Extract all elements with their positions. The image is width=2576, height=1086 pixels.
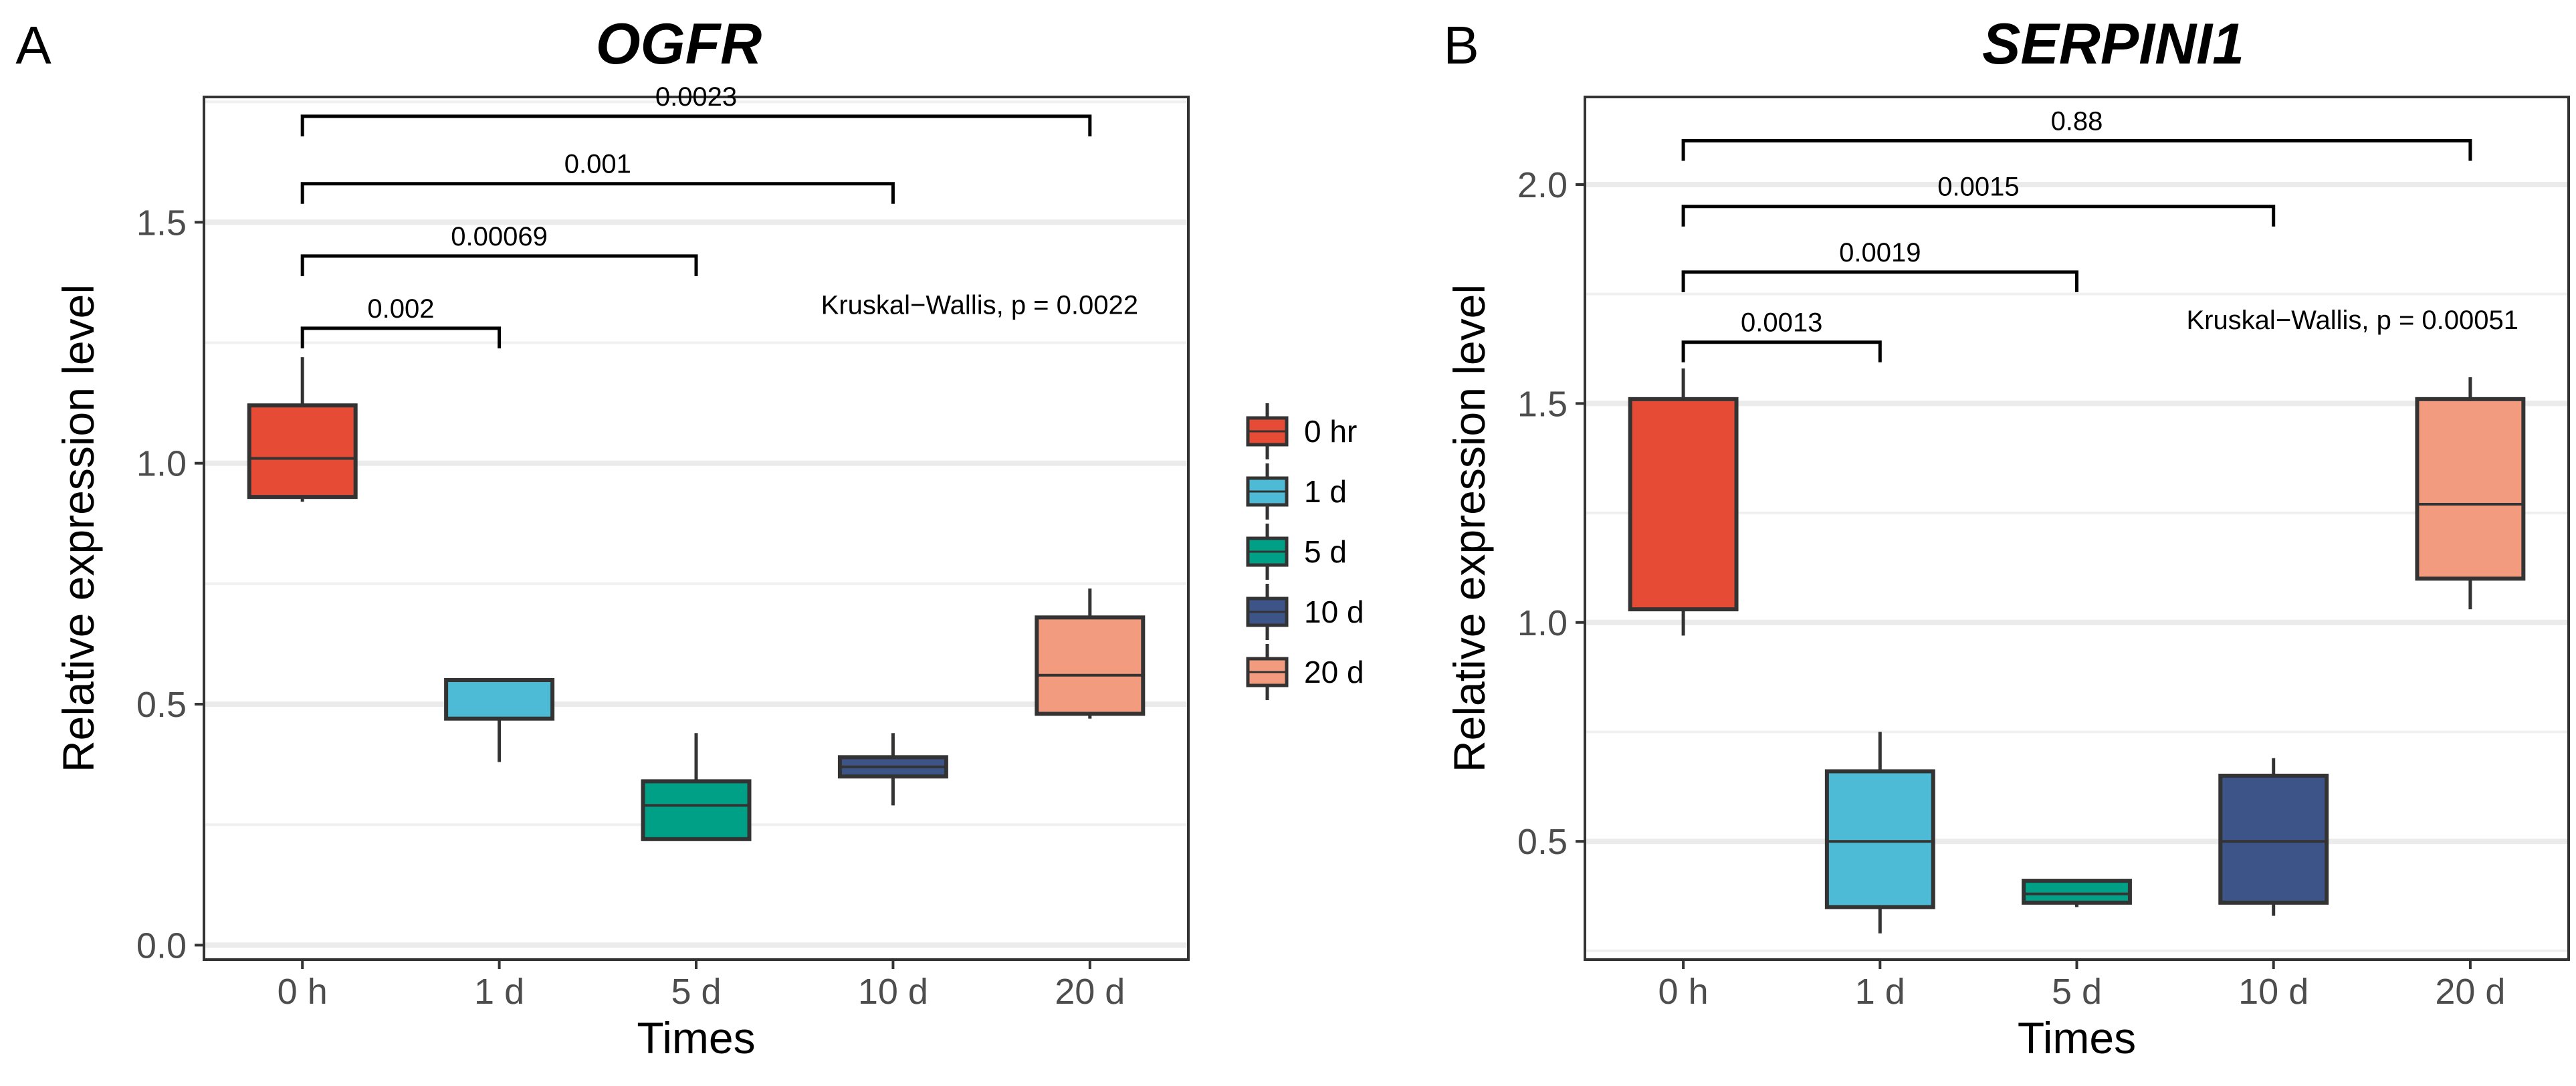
legend-item: 20 d	[1246, 644, 1364, 700]
x-tick-label: 0 h	[1658, 972, 1709, 1012]
boxplot-10-d	[837, 733, 948, 806]
y-tick-label: 1.0	[136, 444, 187, 484]
x-tick-label: 5 d	[671, 972, 721, 1012]
box	[2415, 397, 2526, 581]
box	[641, 779, 752, 841]
box	[247, 403, 358, 500]
legend-item: 5 d	[1246, 524, 1347, 580]
legend-item: 10 d	[1246, 584, 1364, 640]
boxplot-20-d	[1035, 588, 1146, 719]
boxplot-0-h	[1628, 368, 1739, 636]
x-tick-label: 1 d	[1855, 972, 1905, 1012]
x-tick-label: 5 d	[2052, 972, 2102, 1012]
box	[1628, 397, 1739, 612]
boxplot-5-d	[641, 733, 752, 841]
panel-letter: B	[1443, 15, 1479, 75]
y-tick-label: 1.5	[1517, 384, 1568, 424]
test-label: Kruskal−Wallis, p = 0.00051	[2186, 306, 2518, 335]
y-tick-label: 1.0	[1517, 603, 1568, 643]
chart-title: OGFR	[596, 12, 762, 76]
significance-bracket	[300, 254, 698, 276]
y-axis-label: Relative expression level	[53, 284, 103, 772]
x-tick-label: 10 d	[858, 972, 928, 1012]
legend-label: 10 d	[1304, 594, 1364, 629]
box	[1824, 769, 1935, 909]
y-tick-label: 2.0	[1517, 165, 1568, 205]
significance-label: 0.0015	[1937, 173, 2019, 202]
y-tick-label: 1.5	[136, 203, 187, 243]
y-tick-label: 0.5	[1517, 822, 1568, 862]
significance-label: 0.0019	[1839, 238, 1921, 267]
x-tick-label: 20 d	[2435, 972, 2505, 1012]
x-axis-label: Times	[637, 1013, 755, 1063]
box	[2218, 773, 2329, 905]
significance-bracket	[1681, 138, 2472, 161]
boxplot-1-d	[444, 678, 555, 762]
x-tick-label: 1 d	[474, 972, 524, 1012]
significance-bracket	[300, 326, 502, 348]
boxplot-0-h	[247, 357, 358, 502]
box	[1035, 615, 1146, 716]
significance-bracket	[1681, 340, 1882, 362]
legend-item: 1 d	[1246, 463, 1347, 520]
significance-bracket	[300, 182, 895, 204]
boxplot-5-d	[2022, 879, 2132, 907]
panel-a: A OGFR 0.0 0.5 1.0 1.5 0 h 1 d 5 d 10 d 20 d Times R…	[15, 12, 1190, 1063]
significance-label: 0.002	[367, 294, 434, 324]
boxplot-10-d	[2218, 758, 2329, 916]
test-label: Kruskal−Wallis, p = 0.0022	[821, 290, 1138, 320]
legend-item: 0 hr	[1246, 403, 1357, 459]
x-tick-label: 20 d	[1055, 972, 1125, 1012]
significance-bracket	[1681, 270, 2078, 292]
significance-label: 0.88	[2051, 106, 2103, 136]
legend: 0 hr 1 d 5 d 10 d 20 d	[1246, 403, 1364, 700]
legend-label: 1 d	[1304, 474, 1347, 509]
boxplot-1-d	[1824, 732, 1935, 934]
x-tick-label: 10 d	[2238, 972, 2309, 1012]
panel-letter: A	[15, 15, 51, 75]
legend-label: 20 d	[1304, 655, 1364, 689]
panel-b: B SERPINI1 0.5 1.0 1.5 2.0 0 h 1 d 5 d 10 d 20 d Ti…	[1443, 12, 2570, 1063]
significance-label: 0.001	[564, 150, 631, 179]
legend-label: 5 d	[1304, 534, 1347, 569]
significance-label: 0.0023	[655, 82, 737, 112]
significance-label: 0.00069	[451, 222, 548, 251]
x-tick-label: 0 h	[278, 972, 328, 1012]
boxplot-20-d	[2415, 377, 2526, 610]
chart-title: SERPINI1	[1982, 12, 2244, 76]
significance-label: 0.0013	[1741, 308, 1822, 338]
y-tick-label: 0.5	[136, 685, 187, 725]
significance-bracket	[1681, 205, 2276, 227]
y-axis-label: Relative expression level	[1444, 284, 1494, 772]
legend-label: 0 hr	[1304, 414, 1357, 449]
significance-bracket	[300, 114, 1092, 136]
box	[444, 678, 555, 721]
y-tick-label: 0.0	[136, 926, 187, 966]
box	[2022, 879, 2132, 905]
x-axis-label: Times	[2018, 1013, 2136, 1063]
